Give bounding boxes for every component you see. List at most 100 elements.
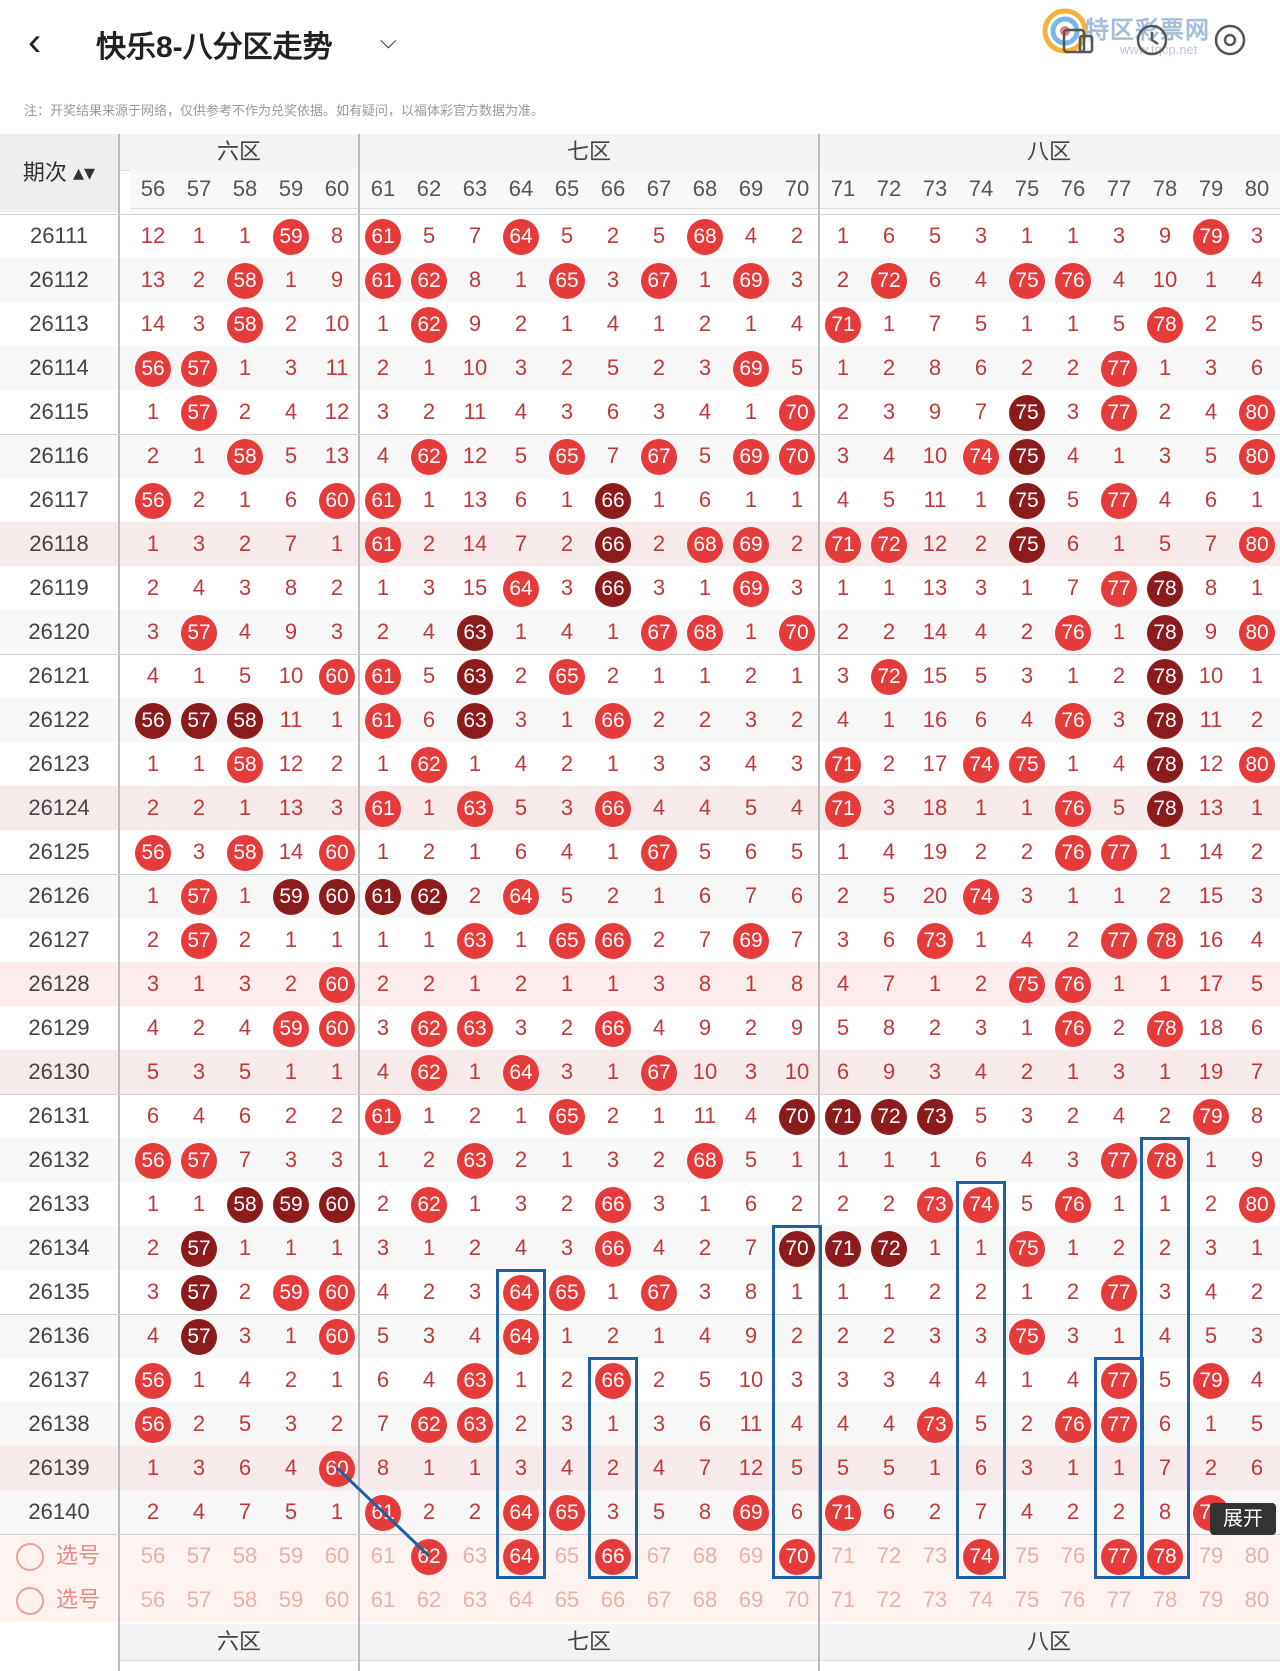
select-radio[interactable] — [16, 1587, 44, 1615]
picked-ball[interactable]: 64 — [503, 1539, 539, 1575]
select-number[interactable]: 72 — [876, 1587, 902, 1612]
picked-ball[interactable]: 70 — [779, 1539, 815, 1575]
select-number[interactable]: 60 — [324, 1587, 350, 1612]
cell: 8 — [1204, 575, 1218, 600]
select-number[interactable]: 57 — [186, 1543, 212, 1568]
select-number[interactable]: 57 — [186, 1587, 212, 1612]
select-number[interactable]: 65 — [554, 1587, 580, 1612]
cell: 2 — [836, 619, 850, 644]
cell: 8 — [376, 1455, 390, 1480]
column-header: 73 — [912, 170, 958, 209]
cell: 17 — [1198, 971, 1224, 996]
select-number[interactable]: 68 — [692, 1543, 718, 1568]
cell: 1 — [560, 1323, 574, 1348]
select-number[interactable]: 69 — [738, 1587, 764, 1612]
picked-ball[interactable]: 62 — [411, 1539, 447, 1575]
select-number[interactable]: 66 — [600, 1587, 626, 1612]
cell: 8 — [698, 971, 712, 996]
select-number[interactable]: 60 — [324, 1543, 350, 1568]
picked-ball[interactable]: 74 — [963, 1539, 999, 1575]
select-number[interactable]: 64 — [498, 1534, 544, 1578]
cell: 4 — [974, 619, 988, 644]
select-number[interactable]: 66 — [590, 1534, 636, 1578]
select-number[interactable]: 61 — [370, 1587, 396, 1612]
select-number[interactable]: 78 — [1142, 1534, 1188, 1578]
cell: 58 — [222, 742, 268, 786]
select-number[interactable]: 70 — [784, 1587, 810, 1612]
select-number[interactable]: 77 — [1106, 1587, 1132, 1612]
select-number[interactable]: 58 — [232, 1587, 258, 1612]
select-label[interactable]: 选号 — [0, 1578, 118, 1622]
select-number[interactable]: 73 — [922, 1543, 948, 1568]
picked-ball[interactable]: 66 — [595, 1539, 631, 1575]
select-number[interactable]: 68 — [692, 1587, 718, 1612]
cell: 3 — [836, 663, 850, 688]
cell: 1 — [468, 1455, 482, 1480]
select-number[interactable]: 56 — [140, 1543, 166, 1568]
select-number[interactable]: 74 — [968, 1587, 994, 1612]
select-number[interactable]: 63 — [462, 1543, 488, 1568]
select-label[interactable]: 选号 — [0, 1534, 118, 1578]
select-number[interactable]: 64 — [508, 1587, 534, 1612]
select-number[interactable]: 67 — [646, 1587, 672, 1612]
chevron-down-icon[interactable]: ⌵ — [380, 28, 397, 53]
cell: 62 — [406, 258, 452, 302]
select-number[interactable]: 76 — [1060, 1587, 1086, 1612]
select-number[interactable]: 72 — [876, 1543, 902, 1568]
clock-icon[interactable] — [1134, 22, 1170, 58]
back-chevron-left-icon[interactable]: ‹ — [28, 20, 42, 64]
cell: 3 — [1020, 1103, 1034, 1128]
select-number[interactable]: 79 — [1198, 1587, 1224, 1612]
select-number[interactable]: 62 — [416, 1587, 442, 1612]
select-number[interactable]: 79 — [1198, 1543, 1224, 1568]
drawn-ball: 67 — [641, 1275, 677, 1311]
picked-ball[interactable]: 77 — [1101, 1539, 1137, 1575]
select-number[interactable]: 62 — [406, 1534, 452, 1578]
select-number[interactable]: 61 — [370, 1543, 396, 1568]
cell: 1 — [1158, 1191, 1172, 1216]
cell: 2 — [1112, 1015, 1126, 1040]
select-number[interactable]: 76 — [1060, 1543, 1086, 1568]
cell: 3 — [330, 619, 344, 644]
select-number[interactable]: 63 — [462, 1587, 488, 1612]
cell: 5 — [1250, 971, 1264, 996]
select-radio[interactable] — [16, 1543, 44, 1571]
drawn-ball: 60 — [319, 879, 355, 915]
select-number[interactable]: 56 — [140, 1587, 166, 1612]
select-number[interactable]: 75 — [1014, 1587, 1040, 1612]
select-number[interactable]: 80 — [1244, 1543, 1270, 1568]
select-number[interactable]: 78 — [1152, 1587, 1178, 1612]
cell: 13 — [324, 443, 350, 468]
expand-button[interactable]: 展开 — [1210, 1503, 1276, 1535]
cell: 2 — [192, 795, 206, 820]
cell: 6 — [974, 707, 988, 732]
tablet-icon[interactable] — [1060, 22, 1096, 58]
select-number[interactable]: 74 — [958, 1534, 1004, 1578]
cell: 4 — [284, 399, 298, 424]
picked-ball[interactable]: 78 — [1147, 1539, 1183, 1575]
select-number[interactable]: 77 — [1096, 1534, 1142, 1578]
drawn-ball: 58 — [227, 307, 263, 343]
select-number[interactable]: 58 — [232, 1543, 258, 1568]
select-number[interactable]: 70 — [774, 1534, 820, 1578]
period-header[interactable]: 期次 ▴▾ — [0, 134, 118, 212]
select-number[interactable]: 67 — [646, 1543, 672, 1568]
select-number[interactable]: 75 — [1014, 1543, 1040, 1568]
select-number[interactable]: 71 — [830, 1543, 856, 1568]
select-number[interactable]: 59 — [278, 1543, 304, 1568]
select-number[interactable]: 59 — [278, 1587, 304, 1612]
cell: 61 — [360, 214, 406, 258]
table-row: 26134 2 57 1 1 1 3 1 2 4 3 66 4 2 7 70 71 72 1 1 75 1 2 2 3 1 — [0, 1226, 1280, 1270]
cell: 4 — [146, 1015, 160, 1040]
settings-icon[interactable] — [1212, 22, 1248, 58]
select-number[interactable]: 71 — [830, 1587, 856, 1612]
select-number[interactable]: 69 — [738, 1543, 764, 1568]
drawn-ball: 56 — [135, 1407, 171, 1443]
cell: 2 — [192, 1015, 206, 1040]
cell: 2 — [652, 355, 666, 380]
select-number[interactable]: 65 — [554, 1543, 580, 1568]
period-cell: 26135 — [28, 1279, 90, 1304]
select-number[interactable]: 80 — [1244, 1587, 1270, 1612]
select-number[interactable]: 73 — [922, 1587, 948, 1612]
cell: 1 — [1158, 839, 1172, 864]
